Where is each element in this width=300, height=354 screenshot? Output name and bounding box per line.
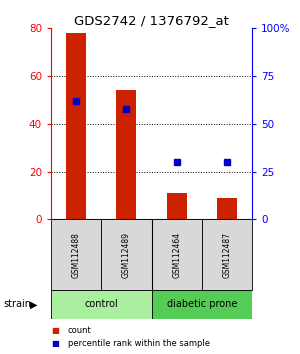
- Text: ▶: ▶: [30, 299, 38, 309]
- Bar: [116, 91, 136, 219]
- Title: GDS2742 / 1376792_at: GDS2742 / 1376792_at: [74, 14, 229, 27]
- Bar: [202, 219, 252, 290]
- Text: GSM112488: GSM112488: [72, 232, 81, 278]
- Text: count: count: [68, 326, 91, 336]
- Text: percentile rank within the sample: percentile rank within the sample: [68, 339, 209, 348]
- Bar: [152, 219, 202, 290]
- Bar: [167, 193, 187, 219]
- Bar: [66, 33, 86, 219]
- Bar: [217, 198, 237, 219]
- Text: GSM112487: GSM112487: [222, 232, 231, 278]
- Text: GSM112489: GSM112489: [122, 232, 131, 278]
- Text: control: control: [84, 299, 118, 309]
- Bar: [51, 290, 152, 319]
- Bar: [152, 290, 252, 319]
- Text: ■: ■: [51, 339, 59, 348]
- Text: strain: strain: [3, 299, 31, 309]
- Bar: [51, 219, 101, 290]
- Text: ■: ■: [51, 326, 59, 336]
- Text: diabetic prone: diabetic prone: [167, 299, 237, 309]
- Bar: [101, 219, 152, 290]
- Text: GSM112464: GSM112464: [172, 232, 181, 278]
